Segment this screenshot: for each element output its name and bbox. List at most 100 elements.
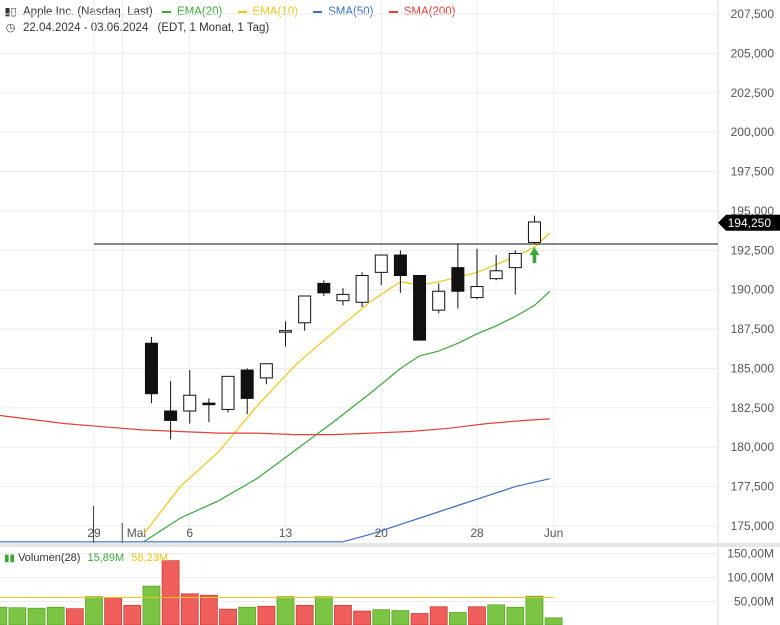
- price-tick-label: 175,000: [731, 519, 775, 533]
- price-tick-label: 187,500: [731, 322, 775, 336]
- up-arrow-icon: [529, 247, 540, 264]
- price-tick-label: 207,500: [731, 7, 775, 21]
- price-tick-label: 205,000: [731, 46, 775, 60]
- candle-down: [144, 342, 158, 395]
- candle-up: [527, 221, 541, 243]
- candle-down: [413, 275, 427, 341]
- volume-bar-down: [123, 604, 142, 625]
- pane-separator[interactable]: [0, 543, 780, 547]
- volume-tick-label: 150,00M: [727, 547, 774, 561]
- last-price-badge: [718, 214, 780, 231]
- x-tick-label: 6: [186, 526, 193, 540]
- candle-down: [451, 267, 465, 292]
- volume-bar-down: [180, 593, 199, 625]
- chart-header: ▮▯ Apple Inc. (Nasdaq, Last) EMA(20) EMA(…: [4, 5, 467, 18]
- price-tick-label: 192,500: [731, 243, 775, 257]
- price-tick-label: 195,000: [731, 204, 775, 218]
- candle-down: [202, 402, 216, 406]
- candle-up: [279, 330, 292, 333]
- volume-label: Volumen(28): [18, 552, 81, 564]
- volume-bar-down: [295, 604, 314, 625]
- volume-bar-up: [238, 606, 257, 625]
- candle-up: [259, 363, 273, 379]
- price-tick-label: 202,500: [731, 86, 775, 100]
- x-tick-label: Mai: [127, 526, 146, 540]
- x-tick-label: 13: [279, 526, 293, 540]
- line-ema10: [143, 232, 551, 535]
- price-tick-label: 200,000: [731, 125, 775, 139]
- price-tick-label: 190,000: [731, 283, 775, 297]
- x-tick-label: 28: [470, 526, 484, 540]
- volume-bar-up: [487, 604, 506, 625]
- volume-bar-up: [314, 596, 333, 625]
- candle-up: [374, 254, 388, 273]
- price-tick-label: 177,500: [731, 480, 775, 494]
- candle-down: [240, 369, 254, 399]
- volume-bar-down: [161, 560, 180, 625]
- volume-avg-value: 58,23M: [131, 552, 168, 564]
- candle-up: [183, 394, 197, 412]
- volume-tick-label: 100,00M: [727, 571, 774, 585]
- range-info: (EDT, 1 Monat, 1 Tag): [157, 22, 270, 34]
- x-tick-label: 20: [375, 526, 389, 540]
- volume-bar-up: [46, 606, 65, 625]
- volume-bar-down: [429, 606, 448, 625]
- volume-bar-up: [8, 607, 27, 625]
- volume-bar-up: [448, 612, 467, 625]
- volume-bar-up: [391, 610, 410, 625]
- candle-up: [336, 293, 350, 302]
- candle-up: [508, 252, 522, 269]
- candle-up: [489, 270, 503, 280]
- volume-bar-down: [104, 597, 123, 625]
- candle-down: [317, 282, 331, 294]
- volume-bar-up: [85, 596, 103, 625]
- volume-icon: ▮▮: [4, 553, 16, 564]
- volume-bar-up: [142, 585, 161, 625]
- date-range: 22.04.2024 - 03.06.2024: [23, 22, 149, 34]
- x-tick-label: Jun: [544, 526, 563, 540]
- volume-bar-up: [544, 617, 563, 625]
- candle-up: [470, 286, 484, 299]
- price-tick-label: 185,000: [731, 361, 775, 375]
- line-sma50: [0, 478, 550, 543]
- volume-bar-down: [410, 613, 429, 625]
- volume-bar-down: [199, 594, 218, 625]
- volume-tick-label: 50,00M: [734, 595, 774, 609]
- candle-up: [221, 375, 235, 410]
- volume-value: 15,89M: [87, 552, 125, 564]
- volume-bar-up: [27, 607, 46, 625]
- price-tick-label: 197,500: [731, 165, 775, 179]
- candle-up: [298, 295, 312, 324]
- range-line: ◷ 22.04.2024 - 03.06.2024 (EDT, 1 Monat, …: [4, 21, 275, 34]
- volume-bar-down: [334, 604, 352, 625]
- volume-header: ▮▮ Volumen(28) 15,89M 58,23M: [4, 552, 168, 564]
- clock-icon: ◷: [5, 22, 16, 34]
- candle-down: [164, 410, 178, 421]
- volume-bar-down: [65, 608, 84, 625]
- line-ema20: [143, 290, 551, 543]
- candle-up: [432, 290, 446, 311]
- price-tick-label: 182,500: [731, 401, 775, 415]
- volume-bar-down: [468, 606, 486, 625]
- x-tick-label: 29: [87, 526, 101, 540]
- volume-bar-up: [276, 596, 295, 625]
- legend-sma50: SMA(50): [313, 6, 379, 18]
- volume-bar-down: [353, 610, 372, 625]
- volume-bar-up: [525, 595, 544, 625]
- volume-bar-up: [0, 606, 8, 625]
- legend-ema20: EMA(20): [161, 6, 228, 18]
- candle-down: [393, 254, 407, 277]
- line-sma200: [0, 414, 550, 436]
- volume-bar-down: [257, 605, 276, 625]
- price-tick-label: 180,000: [731, 440, 775, 454]
- volume-bar-up: [506, 606, 525, 625]
- candle-up: [355, 275, 369, 303]
- volume-bar-down: [219, 608, 237, 625]
- candlestick-icon: ▮▯: [4, 6, 17, 18]
- legend-ema10: EMA(10): [237, 6, 304, 18]
- volume-bar-up: [372, 609, 391, 625]
- chart-title: Apple Inc. (Nasdaq, Last): [23, 6, 153, 18]
- legend-sma200: SMA(200): [388, 6, 462, 18]
- last-price-label: 194,250: [728, 216, 772, 230]
